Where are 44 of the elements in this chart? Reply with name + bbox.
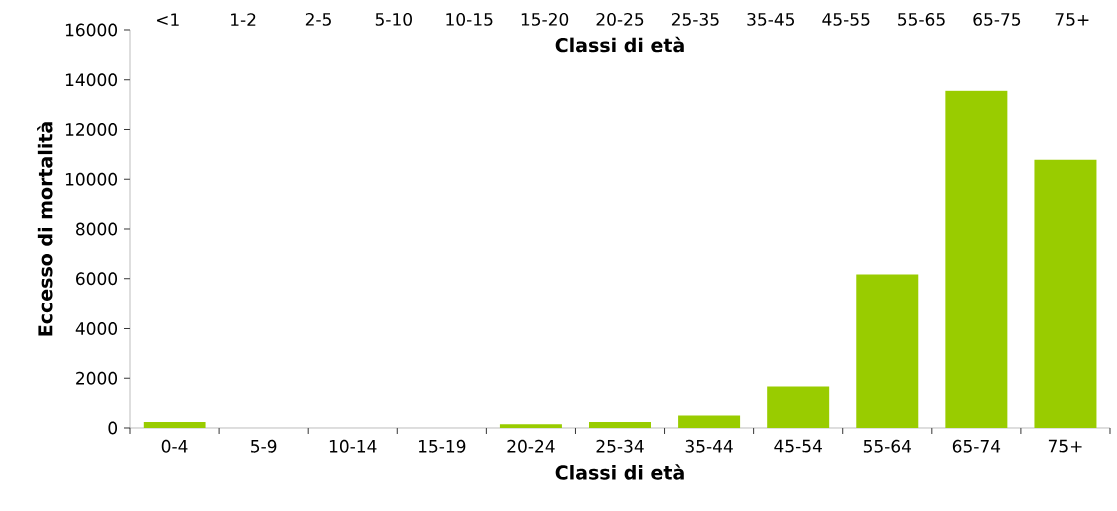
bar	[1034, 159, 1097, 428]
y-tick-label: 16000	[65, 23, 118, 37]
bar	[678, 415, 741, 428]
x-tick-label: 0-4	[161, 439, 188, 453]
bar	[767, 386, 830, 428]
y-tick-label: 10000	[65, 172, 118, 186]
x-tick-label: 5-9	[251, 439, 277, 453]
y-tick-label: 6000	[76, 272, 118, 286]
text: 25-35	[671, 12, 719, 26]
y-tick-label: 14000	[65, 73, 118, 87]
text: 20-25	[596, 12, 644, 26]
text: 5-10	[375, 12, 412, 26]
y-axis-title: Eccesso di mortalità	[37, 122, 53, 336]
x-tick-label: 25-34	[596, 439, 644, 453]
text: 45-55	[822, 13, 870, 26]
text: 10-15	[446, 12, 493, 26]
bar	[945, 90, 1008, 428]
y-tick-label: 0	[108, 421, 118, 435]
text: 75+	[1055, 13, 1089, 26]
text: 2-5	[305, 12, 331, 26]
bar	[143, 422, 206, 428]
y-tick-label: 8000	[76, 222, 118, 236]
text: 35-45	[747, 12, 795, 26]
x-axis-title: Classi di età	[555, 464, 684, 480]
text: <1	[156, 13, 179, 26]
text: 55-65	[898, 12, 945, 26]
text: 1-2	[231, 13, 256, 26]
bar	[589, 422, 651, 428]
x-tick-label: 55-64	[863, 439, 912, 453]
x-tick-label: 75+	[1048, 439, 1082, 453]
y-tick-label: 12000	[65, 123, 118, 136]
x-tick-label: 65-74	[952, 439, 1001, 453]
y-tick-label: 4000	[75, 322, 118, 335]
x-tick-label: 10-14	[329, 439, 377, 453]
x2-axis-title: Classi di età	[555, 36, 684, 53]
x-tick-label: 15-19	[418, 439, 466, 453]
x-tick-label: 20-24	[507, 439, 555, 453]
x-tick-label: 35-44	[685, 439, 733, 453]
x-tick-label: 45-54	[774, 439, 822, 453]
bar	[856, 274, 919, 428]
bar	[499, 424, 562, 428]
text: 65-75	[973, 12, 1021, 26]
y-tick-label: 2000	[76, 371, 118, 385]
text: 15-20	[521, 12, 569, 26]
